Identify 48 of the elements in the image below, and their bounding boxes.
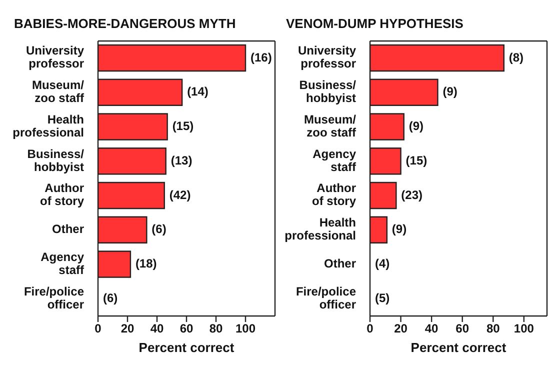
- annotation: (9): [442, 84, 458, 99]
- y-tick-label: Author of story: [312, 181, 356, 208]
- x-tick-label: 0: [366, 322, 374, 336]
- x-tick-label: 80: [486, 322, 500, 336]
- chart-title: BABIES-MORE-DANGEROUS MYTH: [13, 15, 237, 33]
- annotation: (15): [406, 153, 428, 168]
- x-tick-label: 60: [180, 322, 194, 336]
- y-tick-label: Business/ hobbyist: [27, 146, 85, 174]
- y-tick-label: Other: [324, 256, 356, 271]
- x-tick-label: 100: [235, 322, 256, 336]
- y-tick-label: Author of story: [40, 181, 84, 208]
- y-tick-label: Health professional: [12, 112, 84, 140]
- y-tick-label: University professor: [26, 44, 84, 71]
- annotation: (6): [103, 290, 118, 305]
- annotation: (9): [408, 119, 424, 134]
- x-tick-label: 40: [424, 322, 439, 336]
- chart-title: VENOM-DUMP HYPOTHESIS: [285, 15, 464, 33]
- annotation: (9): [392, 222, 407, 236]
- annotation: (8): [508, 50, 524, 64]
- x-tick-label: 0: [94, 322, 102, 336]
- x-tick-label: 60: [456, 322, 470, 336]
- x-axis-title: Percent correct: [410, 340, 507, 355]
- annotation: (6): [152, 222, 166, 236]
- y-tick-label: Museum/ zoo staff: [32, 78, 85, 106]
- annotation: (16): [250, 50, 272, 64]
- y-tick-label: Health professional: [284, 216, 356, 243]
- y-tick-label: Agency staff: [40, 250, 85, 278]
- annotation: (18): [135, 256, 157, 271]
- y-tick-label: Museum/ zoo staff: [304, 112, 357, 140]
- y-tick-label: University professor: [298, 44, 356, 71]
- x-axis-title: Percent correct: [138, 340, 235, 355]
- y-tick-label: Fire/police officer: [24, 284, 84, 312]
- annotation: (13): [170, 153, 192, 168]
- annotation: (4): [375, 256, 390, 271]
- annotation: (15): [172, 119, 194, 134]
- y-tick-label: Business/ hobbyist: [299, 78, 357, 106]
- annotation: (5): [375, 290, 390, 305]
- annotation: (23): [401, 188, 423, 202]
- x-tick-label: 100: [514, 322, 534, 336]
- y-tick-label: Other: [52, 222, 84, 236]
- x-tick-label: 20: [394, 322, 408, 336]
- annotation: (42): [169, 188, 191, 202]
- y-tick-label: Agency staff: [312, 146, 357, 174]
- x-tick-label: 20: [120, 322, 134, 336]
- annotation: (14): [187, 84, 208, 99]
- x-tick-label: 80: [209, 322, 223, 336]
- y-tick-label: Fire/police officer: [296, 284, 356, 312]
- x-tick-label: 40: [150, 322, 164, 336]
